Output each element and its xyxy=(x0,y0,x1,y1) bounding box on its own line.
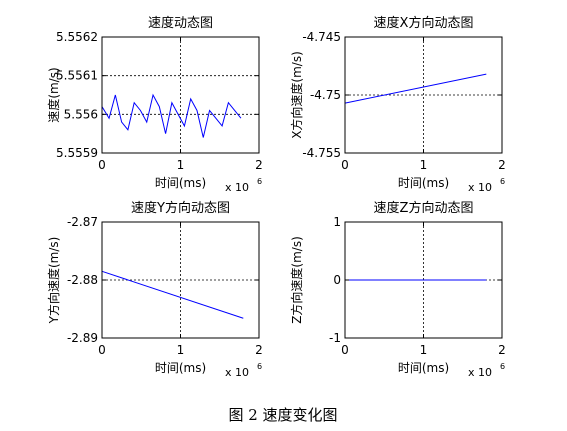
y-tick-label: 5.556 xyxy=(64,107,98,121)
y-tick-label: 5.5559 xyxy=(56,146,98,160)
y-tick-label: -4.755 xyxy=(302,146,341,160)
y-tick-label: -1 xyxy=(329,331,341,345)
x-tick-label: 2 xyxy=(498,158,506,172)
y-tick-label: -2.88 xyxy=(67,273,98,287)
x-axis-exponent: x 10 xyxy=(225,181,249,194)
x-axis-exponent: x 10 xyxy=(468,366,492,379)
x-tick-label: 1 xyxy=(177,343,185,357)
series-line-1 xyxy=(101,93,242,138)
x-axis-label: 时间(ms) xyxy=(398,361,449,375)
x-axis-exponent-power: 6 xyxy=(257,177,262,186)
x-tick-label: 0 xyxy=(341,343,349,357)
x-tick-label: 1 xyxy=(177,158,185,172)
x-axis-label: 时间(ms) xyxy=(398,176,449,190)
x-axis-exponent-power: 6 xyxy=(500,362,505,371)
chart-title: 速度Z方向动态图 xyxy=(374,200,474,216)
y-tick-label: -4.75 xyxy=(310,88,341,102)
x-tick-label: 1 xyxy=(420,158,428,172)
y-axis-label: 速度(m/s) xyxy=(46,67,61,122)
x-tick-label: 0 xyxy=(98,343,106,357)
x-tick-label: 1 xyxy=(420,343,428,357)
chart-title: 速度Y方向动态图 xyxy=(131,200,230,216)
x-axis-exponent-power: 6 xyxy=(257,362,262,371)
chart-title: 速度X方向动态图 xyxy=(374,15,474,31)
y-tick-label: 5.5562 xyxy=(56,30,98,44)
x-axis-exponent: x 10 xyxy=(225,366,249,379)
x-tick-label: 2 xyxy=(255,343,263,357)
x-axis-label: 时间(ms) xyxy=(155,361,206,375)
x-axis-exponent-power: 6 xyxy=(500,177,505,186)
chart-title: 速度动态图 xyxy=(148,15,213,31)
series-line-1 xyxy=(101,270,244,319)
x-tick-label: 2 xyxy=(255,158,263,172)
y-tick-label: -2.89 xyxy=(67,331,98,345)
y-tick-label: -4.745 xyxy=(302,30,341,44)
x-axis-exponent: x 10 xyxy=(468,181,492,194)
y-tick-label: -2.87 xyxy=(67,215,98,229)
x-tick-label: 0 xyxy=(98,158,106,172)
series-line-1 xyxy=(344,73,487,104)
x-axis-label: 时间(ms) xyxy=(155,176,206,190)
y-axis-label: Z方向速度(m/s) xyxy=(289,236,304,324)
y-axis-label: Y方向速度(m/s) xyxy=(46,237,61,325)
y-axis-label: X方向速度(m/s) xyxy=(289,51,304,139)
y-tick-label: 0 xyxy=(333,273,341,287)
x-tick-label: 2 xyxy=(498,343,506,357)
x-tick-label: 0 xyxy=(341,158,349,172)
figure-caption: 图 2 速度变化图 xyxy=(228,406,337,424)
y-tick-label: 1 xyxy=(333,215,341,229)
y-tick-label: 5.5561 xyxy=(56,69,98,83)
